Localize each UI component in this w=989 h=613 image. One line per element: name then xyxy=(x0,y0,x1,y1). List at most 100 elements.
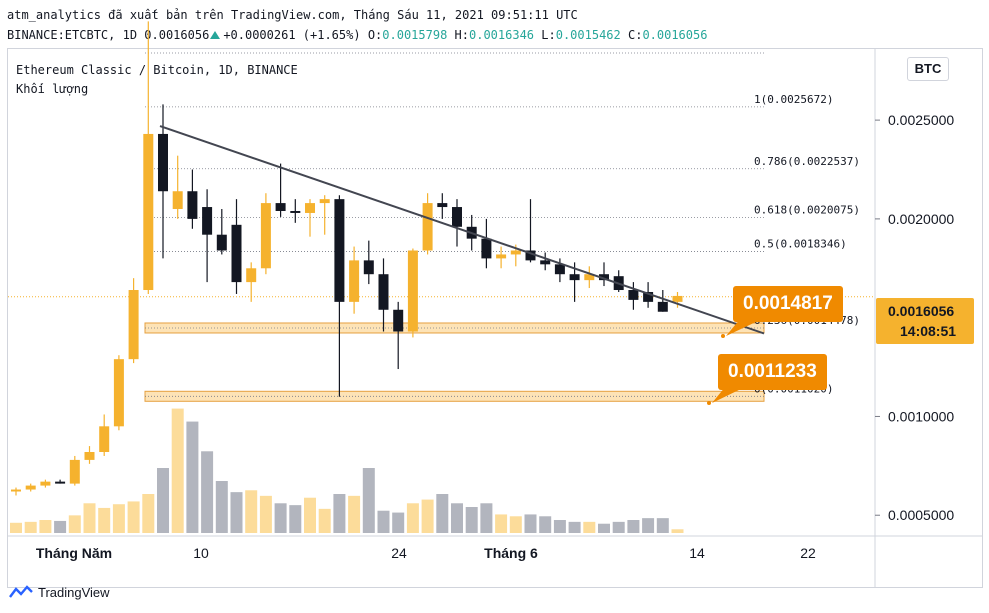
candle-body xyxy=(599,274,609,281)
candle-body xyxy=(363,260,374,275)
candle-body xyxy=(55,481,66,484)
x-axis-label: Tháng Năm xyxy=(36,545,112,561)
y-axis-label: 0.0025000 xyxy=(888,112,954,128)
volume-bar xyxy=(245,490,258,533)
volume-bar xyxy=(524,514,537,533)
trendline xyxy=(159,125,765,335)
low-value: 0.0015462 xyxy=(555,28,621,42)
candle-body xyxy=(216,234,227,251)
volume-bar xyxy=(333,494,346,533)
candle-body xyxy=(378,274,389,310)
currency-badge[interactable]: BTC xyxy=(907,57,949,81)
candle-body xyxy=(84,452,95,460)
y-axis-label: 0.0020000 xyxy=(888,211,954,227)
tradingview-logo[interactable]: TradingView xyxy=(8,584,110,600)
volume-bar xyxy=(598,523,610,533)
candle-body xyxy=(158,133,168,192)
low-label: L: xyxy=(541,28,556,42)
volume-bar xyxy=(583,521,596,533)
candle-body xyxy=(231,224,242,283)
fib-label: 0.618(0.0020075) xyxy=(754,203,860,216)
volume-label: Khối lượng xyxy=(16,82,89,96)
x-axis-label: Tháng 6 xyxy=(484,545,538,561)
candle-body xyxy=(260,203,271,269)
open-label: O: xyxy=(367,28,383,42)
x-axis-label: 22 xyxy=(800,545,816,561)
candle-body xyxy=(510,250,521,255)
x-axis-label: 24 xyxy=(391,545,407,561)
candle-body xyxy=(11,489,21,492)
brand-name: TradingView xyxy=(38,584,110,600)
x-axis-label: 14 xyxy=(689,545,705,561)
volume-bar xyxy=(539,516,552,533)
candle-body xyxy=(349,260,360,302)
volume-bar xyxy=(451,503,463,533)
candle-body xyxy=(305,203,315,213)
volume-bar xyxy=(215,481,228,533)
volume-bar xyxy=(68,515,81,533)
up-arrow-icon xyxy=(210,31,221,39)
volume-bar xyxy=(612,521,625,533)
candle-body xyxy=(113,359,124,427)
volume-bar xyxy=(10,522,22,533)
volume-bar xyxy=(201,451,214,533)
candle-body xyxy=(540,260,551,265)
close-label: C: xyxy=(627,28,643,42)
candle-body xyxy=(187,191,198,219)
x-axis-label: 10 xyxy=(193,545,209,561)
volume-bar xyxy=(436,494,449,533)
candle-body xyxy=(99,426,110,453)
bar-countdown: 14:08:51 xyxy=(900,323,957,339)
candle-body xyxy=(393,309,404,332)
candle-body xyxy=(437,203,448,208)
volume-bar xyxy=(24,521,37,533)
candle-body xyxy=(628,290,639,300)
volume-bar xyxy=(656,518,669,533)
last-price: 0.0016056 xyxy=(144,28,210,42)
candle-body xyxy=(40,481,51,486)
volume-bar xyxy=(465,507,478,533)
candle-body xyxy=(569,274,580,281)
volume-bar xyxy=(304,497,316,533)
candle-body xyxy=(554,264,565,275)
tradingview-logo-icon xyxy=(9,585,33,598)
candle-body xyxy=(334,199,345,302)
candle-body xyxy=(657,301,668,312)
volume-bar xyxy=(318,508,331,533)
volume-bar xyxy=(112,504,125,533)
volume-bar xyxy=(509,516,522,533)
price-callout-2[interactable]: 0.0011233 xyxy=(718,354,827,390)
volume-bar xyxy=(157,468,169,533)
price-callout-1[interactable]: 0.0014817 xyxy=(733,286,843,322)
volume-bar xyxy=(186,421,199,533)
volume-bar xyxy=(98,507,111,533)
volume-bar xyxy=(553,520,566,533)
candle-body xyxy=(422,203,433,251)
candle-body xyxy=(246,268,257,283)
volume-bar xyxy=(274,503,287,533)
volume-bar xyxy=(289,505,302,533)
candle-body xyxy=(69,459,80,484)
volume-bar xyxy=(642,518,655,533)
candle-body xyxy=(481,238,492,259)
y-axis-label: 0.0005000 xyxy=(888,507,954,523)
volume-bar xyxy=(406,503,419,533)
volume-bar xyxy=(377,510,390,533)
last-price-label: 0.0016056 14:08:51 xyxy=(876,298,974,344)
volume-bar xyxy=(83,503,96,533)
volume-bar xyxy=(259,495,272,533)
publish-info: atm_analytics đã xuất bản trên TradingVi… xyxy=(7,8,578,22)
close-value: 0.0016056 xyxy=(642,28,708,42)
high-label: H: xyxy=(454,28,469,42)
candle-body xyxy=(452,207,462,227)
fib-label: 0.5(0.0018346) xyxy=(754,238,847,251)
chart-frame xyxy=(7,48,983,588)
candle-body xyxy=(525,250,536,261)
candle-body xyxy=(128,290,139,360)
price-change: +0.0000261 (+1.65%) xyxy=(223,28,361,42)
volume-bar xyxy=(362,468,375,533)
open-value: 0.0015798 xyxy=(382,28,448,42)
volume-bar xyxy=(671,529,684,533)
volume-bar xyxy=(392,512,405,533)
candle-body xyxy=(496,254,507,259)
